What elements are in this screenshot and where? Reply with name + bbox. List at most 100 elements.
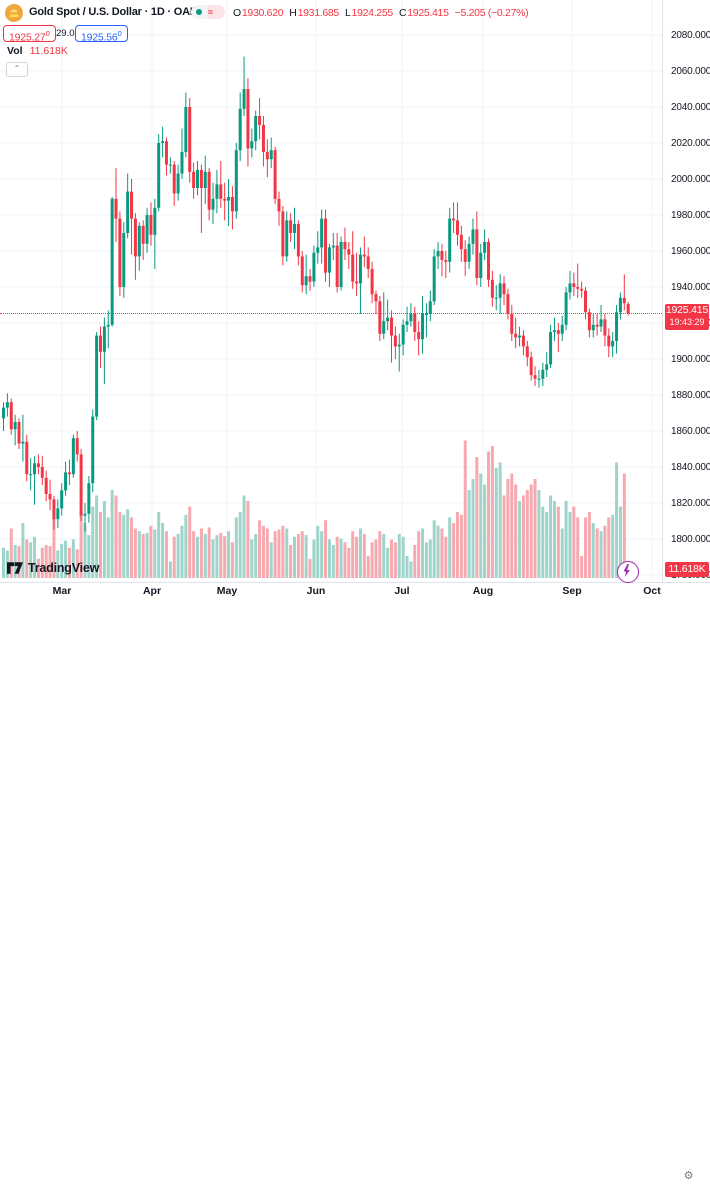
candle <box>510 314 514 334</box>
candle <box>552 330 556 332</box>
volume-bar <box>471 479 475 578</box>
volume-bar <box>343 542 347 578</box>
volume-bar <box>549 495 553 578</box>
candle <box>584 290 587 313</box>
sell-button[interactable]: 1925.270 <box>3 25 56 44</box>
candle <box>126 191 130 233</box>
candle <box>293 224 296 233</box>
candle <box>335 245 339 287</box>
candle <box>110 198 114 325</box>
volume-bar <box>615 462 619 578</box>
candle <box>343 242 347 250</box>
price-axis-label: 1940.000 <box>671 282 710 293</box>
open-value: 1930.620 <box>241 7 284 19</box>
candle <box>265 152 269 160</box>
candle <box>25 441 29 475</box>
candle <box>564 292 568 325</box>
volume-bar <box>545 512 549 578</box>
market-status-pill[interactable]: ≈ <box>191 5 225 19</box>
volume-bar <box>537 490 541 578</box>
volume-bar <box>265 528 269 578</box>
candle <box>219 184 223 199</box>
volume-bar <box>595 528 599 578</box>
candle <box>455 220 459 235</box>
collapse-indicator-button[interactable]: ⌃ <box>6 62 28 77</box>
candle <box>537 378 541 380</box>
volume-bar <box>432 520 436 578</box>
tradingview-mark-icon <box>7 562 23 574</box>
main-chart[interactable] <box>0 0 662 582</box>
volume-bar <box>242 495 246 578</box>
month-label: Mar <box>52 585 72 597</box>
candle <box>64 472 68 491</box>
volume-bar <box>289 545 293 578</box>
time-scale[interactable]: ⚙ Mar Apr May Jun Jul Aug Sep Oct <box>0 583 710 1182</box>
high-label: H <box>289 7 297 19</box>
price-scale[interactable]: 1780.0001800.0001820.0001840.0001860.000… <box>663 0 710 582</box>
volume-bar <box>331 545 335 578</box>
candle <box>351 254 355 282</box>
volume-bar <box>386 547 390 578</box>
candle <box>599 319 603 327</box>
buy-button[interactable]: 1925.560 <box>75 25 128 44</box>
volume-bar <box>393 542 397 578</box>
symbol-title[interactable]: Gold Spot / U.S. Dollar · 1D · OANDA <box>29 6 214 18</box>
candle <box>172 164 176 194</box>
candle <box>91 416 95 484</box>
volume-bar <box>514 484 518 578</box>
lightning-button[interactable] <box>617 561 639 583</box>
candle <box>591 324 595 331</box>
candle <box>432 256 436 302</box>
candle <box>549 332 553 365</box>
candle <box>122 233 126 287</box>
price-axis-label: 1880.000 <box>671 390 710 401</box>
candle <box>52 499 56 520</box>
volume-bar <box>110 490 114 578</box>
volume-bar <box>33 536 37 578</box>
volume-bar <box>490 446 494 578</box>
volume-label: Vol <box>7 45 23 57</box>
volume-bar <box>405 556 409 578</box>
gear-icon[interactable]: ⚙ <box>683 1170 694 1182</box>
volume-bar <box>397 534 401 578</box>
month-label: Sep <box>562 585 582 597</box>
candle <box>440 251 444 260</box>
volume-bar <box>300 531 304 578</box>
candle <box>281 211 285 257</box>
price-axis-label: 2000.000 <box>671 174 710 185</box>
volume-bar <box>312 539 316 578</box>
volume-bar <box>13 545 17 578</box>
volume-bar <box>17 546 21 578</box>
volume-bar <box>95 495 99 578</box>
volume-bar <box>521 495 525 578</box>
candle <box>607 335 611 347</box>
candle <box>114 198 118 219</box>
candle <box>130 191 134 219</box>
volume-bar <box>250 539 254 578</box>
price-axis-label: 1980.000 <box>671 210 710 221</box>
current-price-line <box>0 313 662 315</box>
volume-bar <box>564 501 568 578</box>
volume-bar <box>25 539 29 578</box>
volume-bar <box>188 506 192 578</box>
volume-bar <box>133 528 137 578</box>
volume-bar <box>324 520 328 578</box>
volume-bar <box>40 547 44 578</box>
tradingview-logo[interactable]: TradingView <box>7 561 99 575</box>
candle <box>603 319 607 336</box>
candle <box>463 249 467 262</box>
volume-bar <box>421 528 425 578</box>
volume-bar <box>203 534 207 578</box>
candle <box>514 333 518 338</box>
month-label: Aug <box>472 585 494 597</box>
candle <box>327 247 331 273</box>
candle <box>378 301 382 334</box>
candle <box>289 220 293 233</box>
candle <box>615 312 619 341</box>
volume-bar <box>36 558 40 578</box>
month-label: Jul <box>394 585 410 597</box>
volume-bar <box>21 523 25 578</box>
volume-bar <box>506 479 510 578</box>
volume-bar <box>126 509 130 578</box>
candle <box>448 218 452 262</box>
